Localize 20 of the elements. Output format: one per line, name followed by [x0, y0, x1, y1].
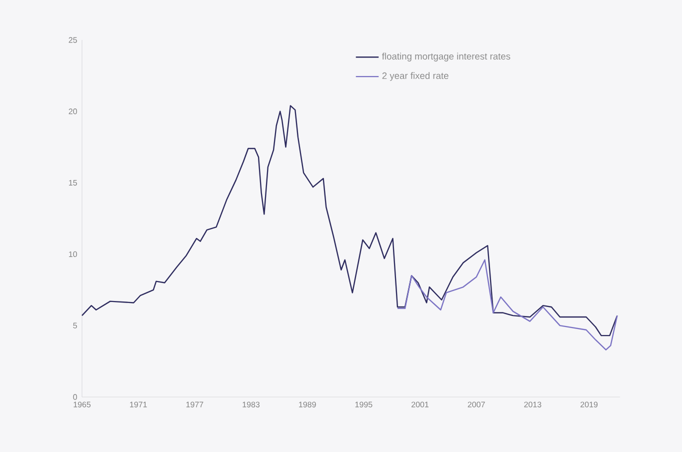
x-tick-label: 1977: [186, 402, 204, 408]
x-tick-label: 2001: [412, 402, 429, 408]
line-series: [396, 259, 618, 350]
x-tick-label: 1965: [74, 402, 91, 408]
line-series: [81, 105, 618, 336]
y-tick-label: 10: [69, 251, 77, 258]
x-tick-label: 1971: [130, 402, 147, 408]
y-tick-label: 15: [69, 180, 77, 186]
x-tick-label: 2013: [524, 402, 542, 408]
x-tick-label: 2007: [468, 402, 485, 408]
x-tick-label: 1989: [299, 402, 316, 408]
y-tick-label: 0: [73, 394, 77, 400]
x-tick-label: 2019: [580, 402, 598, 408]
legend-label: floating mortgage interest rates: [382, 52, 510, 62]
x-tick-label: 1983: [242, 402, 260, 408]
x-tick-label: 1995: [355, 402, 372, 408]
y-tick-label: 20: [68, 108, 77, 114]
legend-label: 2 year fixed rate: [382, 72, 448, 81]
y-tick-label: 5: [73, 322, 77, 328]
y-tick-label: 25: [68, 37, 77, 43]
